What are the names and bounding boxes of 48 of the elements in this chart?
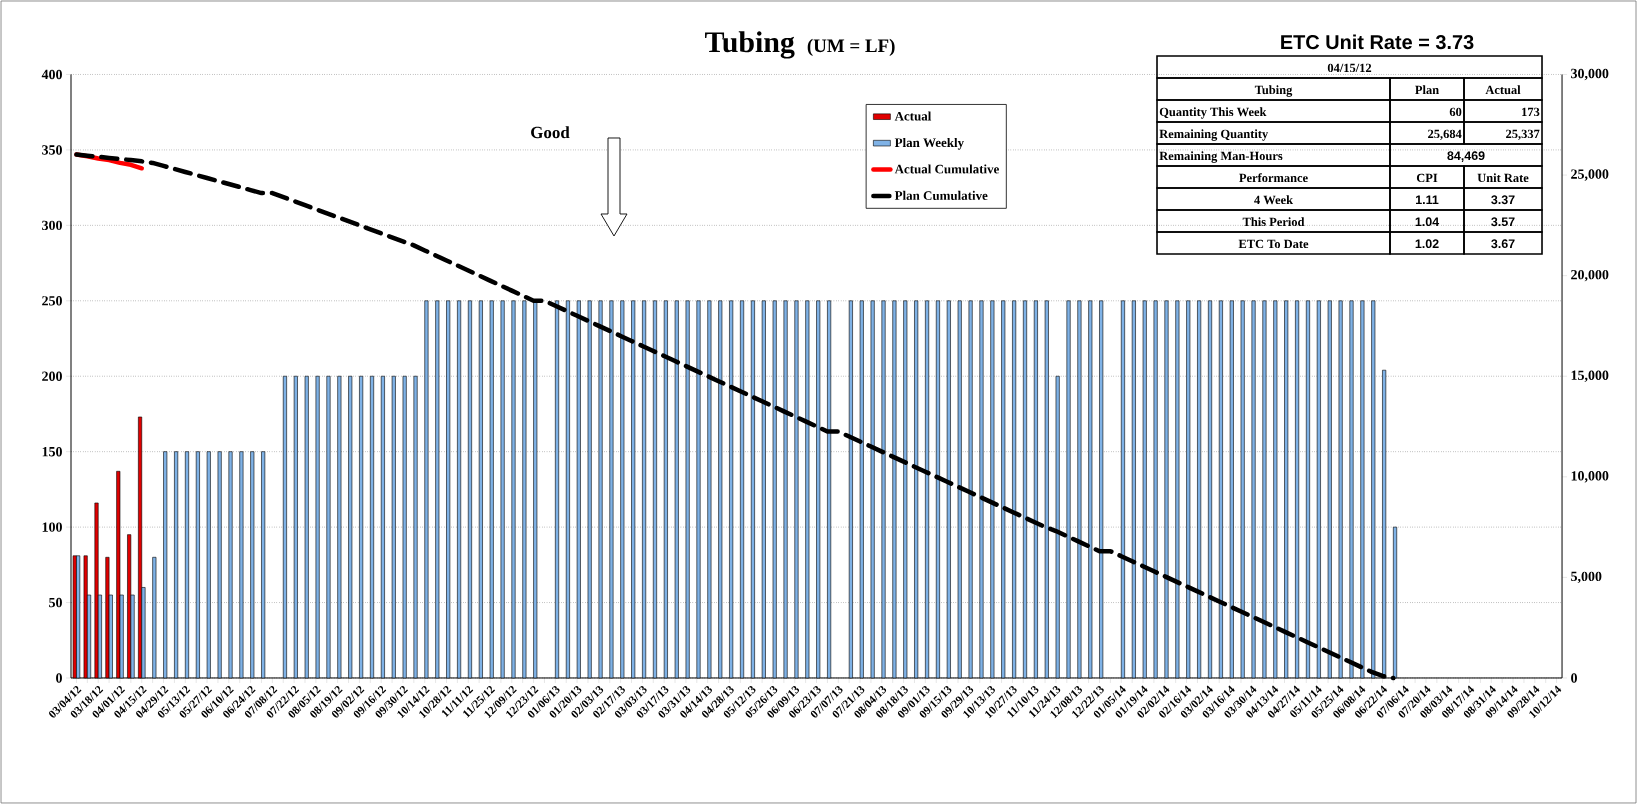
y2-tick-label: 15,000 — [1571, 370, 1609, 382]
y2-tick-label: 10,000 — [1571, 471, 1609, 483]
annotation: 25,337 — [1506, 129, 1540, 140]
y-tick-label: 300 — [42, 220, 62, 231]
annotation: Performance — [1239, 173, 1308, 183]
annotation: 84,469 — [1447, 151, 1485, 162]
annotation: Tubing — [1254, 85, 1293, 97]
y2-tick-label: 5,000 — [1571, 571, 1602, 584]
y-tick-label: 150 — [42, 446, 62, 457]
legend-label: Plan Weekly — [894, 137, 964, 150]
legend-label: Actual Cumulative — [894, 164, 999, 174]
y-tick-label: 50 — [49, 597, 62, 608]
y2-tick-label: 25,000 — [1571, 169, 1609, 181]
annotation: Plan — [1415, 85, 1439, 95]
y-tick-label: 0 — [56, 673, 62, 683]
annotation: 25,684 — [1428, 129, 1462, 140]
annotation: 1.04 — [1415, 217, 1440, 227]
annotation: 4 Week — [1254, 195, 1294, 205]
annotation: ETC To Date — [1238, 239, 1309, 249]
annotation: 173 — [1522, 107, 1540, 117]
annotation: 1.11 — [1416, 195, 1439, 204]
annotation: Quantity This Week — [1159, 107, 1267, 119]
chart-subtitle: (UM = LF) — [807, 38, 895, 57]
annotation: 3.67 — [1491, 239, 1515, 249]
annotation: Remaining Quantity — [1159, 129, 1269, 141]
annotation: CPI — [1416, 173, 1438, 183]
y-tick-label: 100 — [42, 522, 62, 532]
y-tick-label: 350 — [42, 145, 62, 155]
text: 04/15/12 — [1327, 63, 1372, 73]
legend-label: Actual — [894, 111, 932, 121]
y2-tick-label: 20,000 — [1571, 269, 1609, 282]
y-tick-label: 200 — [42, 371, 62, 381]
annotation: Remaining Man-Hours — [1159, 151, 1283, 163]
annotation: 3.37 — [1491, 195, 1515, 205]
annotation: Good — [531, 126, 570, 139]
y2-tick-label: 30,000 — [1571, 68, 1609, 81]
legend-label: Plan Cumulative — [894, 190, 988, 200]
annotation: Actual — [1485, 85, 1521, 95]
annotation: 1.02 — [1415, 239, 1439, 249]
annotation: 60 — [1449, 107, 1462, 117]
annotation: Unit Rate — [1477, 173, 1529, 183]
chart-title: Tubing — [705, 31, 795, 59]
annotation: 3.57 — [1491, 217, 1515, 227]
y-tick-label: 250 — [42, 296, 62, 306]
y-tick-label: 400 — [41, 69, 62, 80]
text: ETC Unit Rate = 3.73 — [1281, 34, 1474, 50]
y2-tick-label: 0 — [1571, 673, 1577, 683]
annotation: This Period — [1242, 217, 1305, 227]
